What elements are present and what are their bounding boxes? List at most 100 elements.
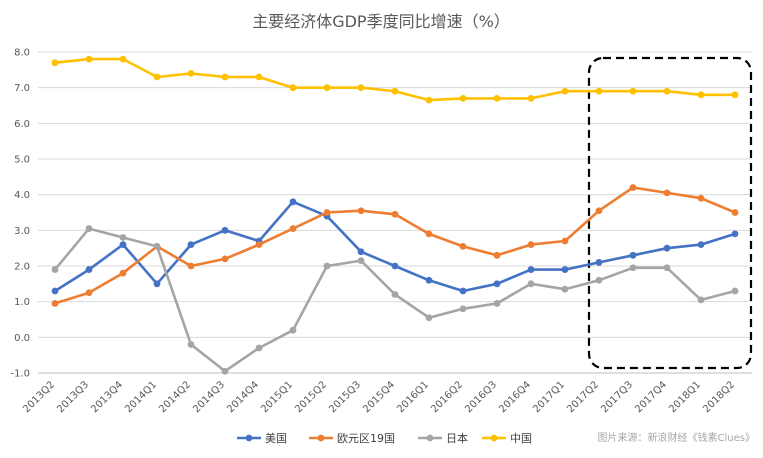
- data-point: [119, 269, 127, 277]
- data-point: [221, 73, 229, 81]
- y-tick-label: -1.0: [10, 369, 30, 380]
- data-point: [51, 287, 59, 295]
- data-point: [629, 251, 637, 259]
- data-point: [357, 257, 365, 265]
- data-point: [425, 276, 433, 284]
- y-tick-label: 8.0: [14, 48, 30, 59]
- data-point: [289, 84, 297, 92]
- x-tick-label: 2015Q4: [361, 379, 397, 415]
- data-point: [731, 91, 739, 99]
- data-point: [119, 241, 127, 249]
- data-point: [85, 225, 93, 232]
- data-point: [663, 189, 671, 197]
- data-point: [459, 242, 467, 250]
- chart-title: 主要经济体GDP季度同比增速（%）: [252, 12, 510, 31]
- data-point: [51, 300, 59, 307]
- data-point: [425, 96, 433, 104]
- data-point: [119, 55, 127, 63]
- data-point: [51, 59, 59, 67]
- x-tick-label: 2017Q3: [599, 379, 635, 415]
- data-point: [629, 264, 637, 272]
- data-point: [493, 300, 501, 307]
- data-point: [697, 194, 705, 202]
- legend-label: 日本: [446, 431, 468, 445]
- data-point: [187, 241, 195, 249]
- data-point: [561, 87, 569, 95]
- data-point: [391, 210, 399, 218]
- data-point: [493, 280, 501, 288]
- x-tick-label: 2016Q3: [463, 379, 499, 415]
- data-point: [527, 280, 535, 288]
- x-tick-label: 2015Q2: [293, 379, 329, 415]
- data-point: [323, 262, 331, 270]
- x-tick-label: 2017Q2: [565, 379, 601, 415]
- data-point: [391, 262, 399, 270]
- data-point: [255, 241, 263, 249]
- data-point: [663, 244, 671, 252]
- y-tick-label: 2.0: [14, 262, 30, 273]
- data-point: [153, 242, 161, 250]
- legend-label: 中国: [510, 432, 532, 445]
- legend-label: 美国: [265, 432, 287, 445]
- data-point: [323, 209, 331, 216]
- data-point: [459, 287, 467, 295]
- legend-swatch-marker: [245, 434, 253, 442]
- grid-lines: [38, 51, 752, 374]
- x-tick-label: 2013Q2: [21, 379, 57, 415]
- data-point: [459, 94, 467, 102]
- data-point: [629, 87, 637, 95]
- series-3: [51, 55, 739, 104]
- data-point: [221, 367, 229, 375]
- x-axis-ticks: 2013Q22013Q32013Q42014Q12014Q22014Q32014…: [21, 379, 737, 415]
- y-tick-label: 6.0: [14, 119, 30, 130]
- data-point: [187, 262, 195, 270]
- x-tick-label: 2015Q3: [327, 379, 363, 415]
- legend-label: 欧元区19国: [337, 432, 395, 445]
- data-point: [289, 198, 297, 206]
- y-tick-label: 3.0: [14, 226, 30, 237]
- series-0: [51, 198, 739, 295]
- data-point: [697, 91, 705, 99]
- y-tick-label: 5.0: [14, 155, 30, 166]
- data-point: [85, 289, 93, 297]
- data-point: [255, 73, 263, 81]
- x-tick-label: 2014Q2: [157, 379, 193, 415]
- data-point: [51, 266, 59, 273]
- source-note: 图片来源：新浪财经《钱素Clues》: [598, 431, 755, 444]
- data-point: [731, 287, 739, 295]
- data-point: [85, 266, 93, 273]
- legend-item: 中国: [482, 432, 532, 445]
- legend-item: 美国: [237, 432, 287, 445]
- data-point: [323, 84, 331, 92]
- x-tick-label: 2014Q4: [225, 379, 261, 415]
- data-point: [357, 207, 365, 215]
- data-point: [221, 255, 229, 263]
- data-point: [425, 314, 433, 322]
- data-point: [527, 266, 535, 273]
- data-point: [527, 241, 535, 249]
- data-point: [595, 259, 603, 266]
- data-point: [187, 341, 195, 348]
- data-point: [731, 209, 739, 216]
- x-tick-label: 2015Q1: [259, 379, 295, 415]
- data-point: [731, 230, 739, 238]
- data-point: [85, 55, 93, 63]
- data-point: [629, 184, 637, 191]
- x-tick-label: 2017Q1: [531, 379, 567, 415]
- y-tick-label: 0.0: [14, 333, 30, 344]
- data-point: [391, 291, 399, 298]
- data-point: [493, 251, 501, 259]
- x-tick-label: 2016Q2: [429, 379, 465, 415]
- data-point: [595, 87, 603, 95]
- x-tick-label: 2018Q2: [701, 379, 737, 415]
- data-point: [391, 87, 399, 95]
- data-point: [663, 264, 671, 272]
- legend-swatch-marker: [426, 434, 434, 442]
- y-tick-label: 7.0: [14, 83, 30, 94]
- legend: 美国 欧元区19国 日本 中国: [237, 431, 532, 445]
- x-tick-label: 2014Q1: [123, 379, 159, 415]
- data-point: [153, 280, 161, 288]
- data-point: [561, 266, 569, 273]
- x-tick-label: 2014Q3: [191, 379, 227, 415]
